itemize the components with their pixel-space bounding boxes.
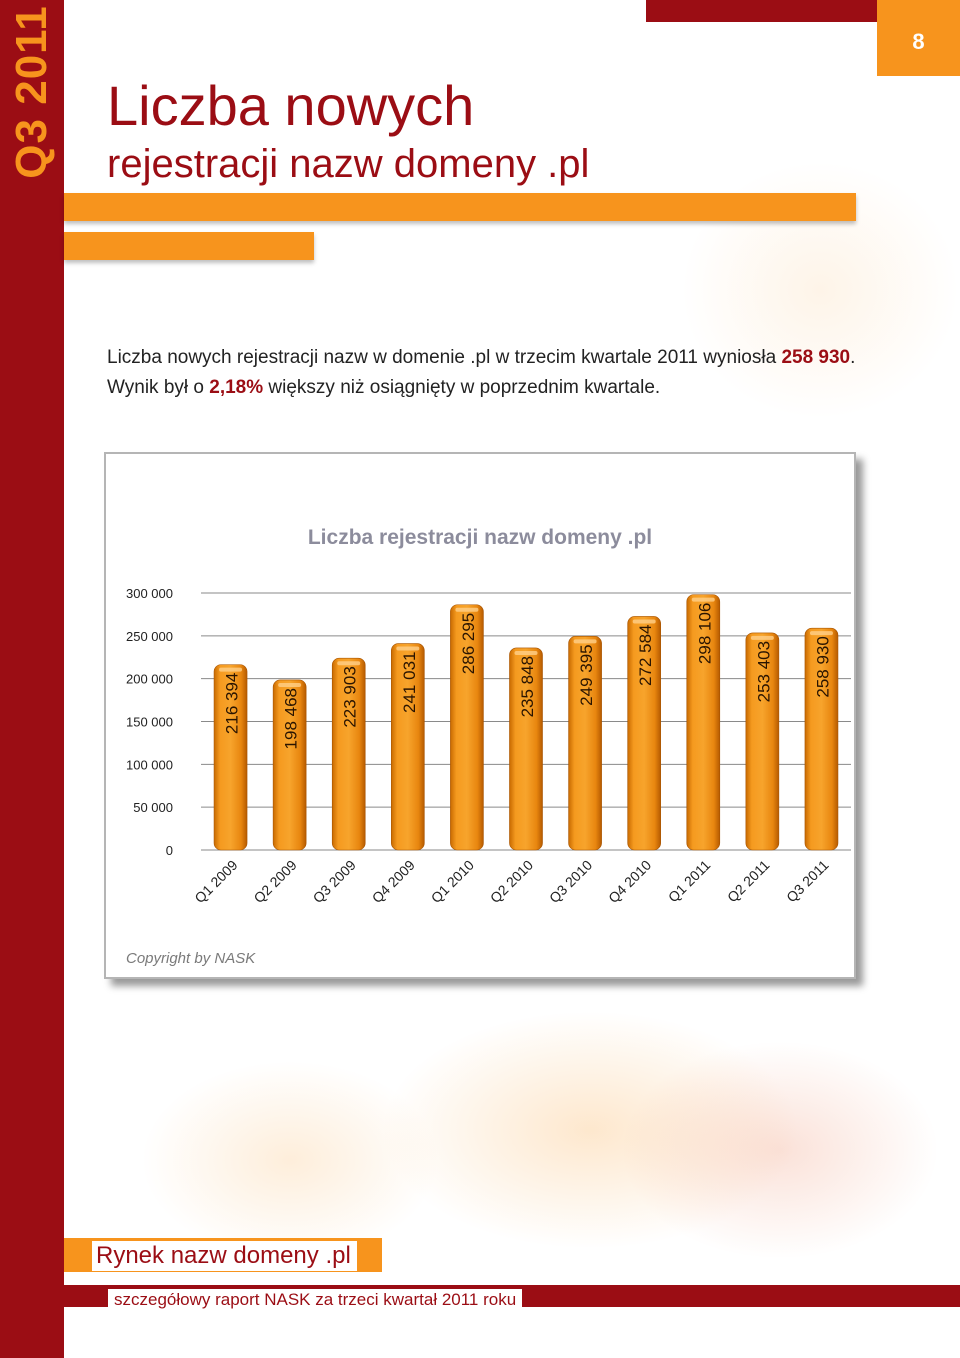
data-label: 241 031 [400, 652, 419, 713]
copyright-note: Copyright by NASK [126, 950, 256, 967]
background-decoration [380, 1010, 800, 1250]
data-label: 272 584 [636, 624, 655, 685]
bar [686, 594, 721, 851]
bar [213, 664, 248, 851]
intro-percent: 2,18% [209, 377, 264, 398]
intro-text: Liczba nowych rejestracji nazw w domenie… [107, 347, 782, 368]
page-title: Liczba nowych [107, 74, 475, 137]
data-label: 298 106 [695, 603, 714, 664]
decorative-bar [64, 193, 856, 221]
x-tick-label: Q4 2009 [369, 857, 418, 906]
x-tick-label: Q2 2010 [487, 857, 536, 906]
bar-highlight [809, 631, 833, 636]
bar [391, 643, 425, 851]
x-tick-label: Q3 2010 [546, 857, 595, 906]
intro-value: 258 930 [781, 347, 851, 368]
bar-highlight [396, 646, 420, 651]
bar-highlight [278, 682, 302, 687]
bar-highlight [750, 635, 774, 640]
y-tick-label: 250 000 [126, 629, 173, 644]
bar [745, 632, 780, 851]
bar [509, 647, 543, 851]
y-tick-label: 150 000 [126, 715, 173, 730]
bar [272, 679, 307, 851]
bar [331, 657, 366, 851]
x-tick-label: Q3 2009 [310, 857, 359, 906]
intro-text: większy niż osiągnięty w poprzednim kwar… [263, 377, 661, 398]
y-tick-label: 100 000 [126, 757, 173, 772]
intro-paragraph: Liczba nowych rejestracji nazw w domenie… [107, 343, 887, 403]
footer-title: Rynek nazw domeny .pl [92, 1241, 357, 1271]
data-label: 235 848 [518, 656, 537, 717]
bar-highlight [455, 607, 479, 612]
data-label: 216 394 [223, 673, 242, 734]
bar [568, 636, 602, 851]
side-label: Q3 2011 [7, 5, 56, 179]
decorative-bar [64, 232, 314, 260]
bar-highlight [573, 639, 597, 644]
bar-highlight [514, 650, 538, 655]
data-label: 198 468 [282, 688, 301, 749]
page-number: 8 [877, 0, 960, 76]
x-tick-label: Q2 2011 [724, 857, 773, 906]
bar-highlight [691, 597, 715, 602]
x-tick-label: Q1 2009 [191, 857, 240, 906]
y-tick-label: 50 000 [133, 800, 173, 815]
data-label: 223 903 [341, 666, 360, 727]
background-decoration [140, 1060, 440, 1260]
intro-text: . Wynik był o [107, 347, 856, 398]
y-tick-label: 0 [166, 843, 173, 858]
data-label: 249 395 [577, 644, 596, 705]
bar-highlight [219, 667, 243, 672]
bar [450, 604, 484, 851]
bar [804, 627, 839, 851]
bar [627, 616, 661, 851]
x-tick-label: Q3 2011 [783, 857, 832, 906]
chart-frame: Liczba rejestracji nazw domeny .pl 0 50 0… [104, 452, 856, 979]
footer-subtitle: szczegółowy raport NASK za trzeci kwarta… [108, 1289, 523, 1311]
x-tick-label: Q2 2009 [250, 857, 299, 906]
side-strip: Q3 2011 [0, 0, 64, 1358]
data-label: 253 403 [754, 641, 773, 702]
x-tick-label: Q1 2010 [428, 857, 477, 906]
x-tick-label: Q1 2011 [665, 857, 714, 906]
bar-chart: Liczba rejestracji nazw domeny .pl 0 50 0… [126, 526, 851, 906]
y-tick-label: 200 000 [126, 672, 173, 687]
data-label: 258 930 [813, 636, 832, 697]
x-tick-label: Q4 2010 [605, 857, 654, 906]
background-decoration [620, 1040, 940, 1260]
y-tick-label: 300 000 [126, 586, 173, 601]
chart-title: Liczba rejestracji nazw domeny .pl [308, 526, 652, 549]
bar-highlight [337, 661, 361, 666]
data-label: 286 295 [459, 613, 478, 674]
bar-highlight [632, 619, 656, 624]
page-subtitle: rejestracji nazw domeny .pl [107, 142, 590, 186]
